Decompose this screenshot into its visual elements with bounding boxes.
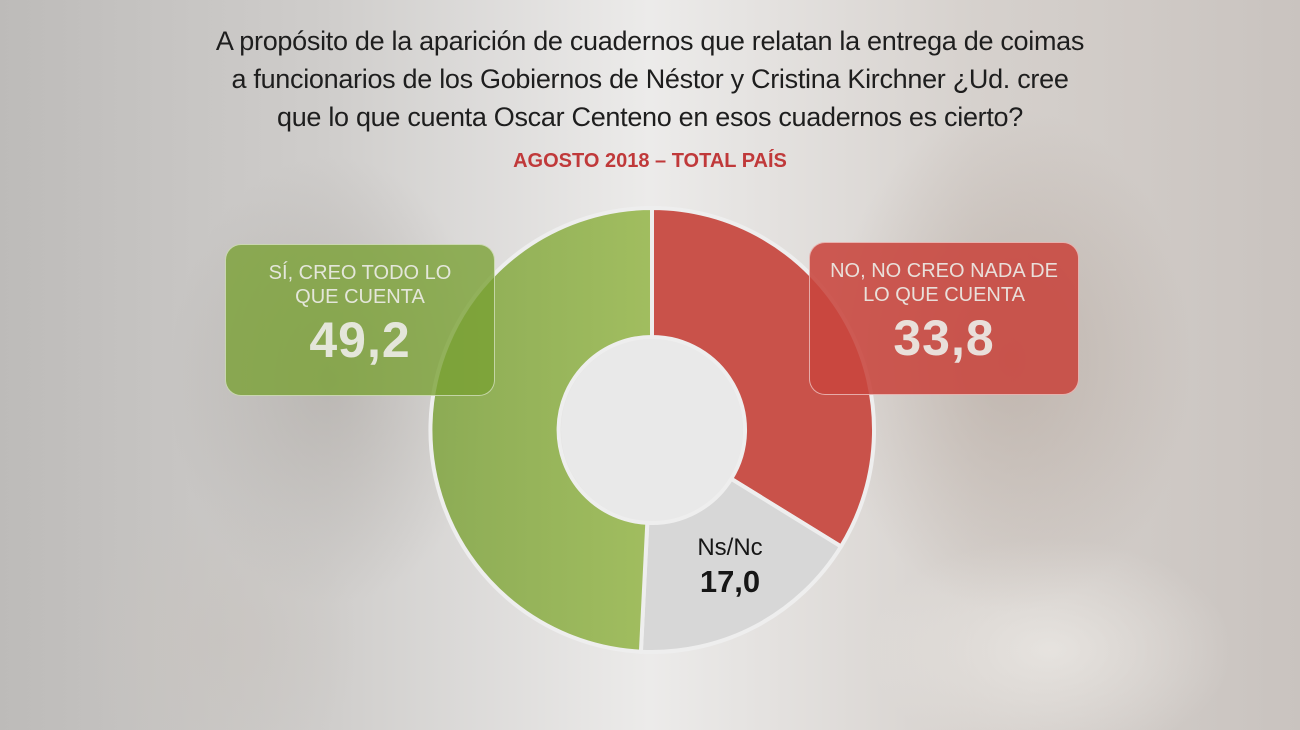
label-nsnc: Ns/Nc 17,0: [670, 533, 790, 601]
chart-title: A propósito de la aparición de cuadernos…: [100, 22, 1200, 136]
nsnc-value: 17,0: [699, 564, 761, 599]
callout-no: NO, NO CREO NADA DE LO QUE CUENTA 33,8: [809, 242, 1079, 395]
question-line-1: A propósito de la aparición de cuadernos…: [215, 26, 1085, 56]
callout-no-label-line2: LO QUE CUENTA: [863, 284, 1025, 306]
callout-no-value: 33,8: [893, 310, 995, 366]
slice-nsnc: [638, 476, 844, 654]
callout-yes: SÍ, CREO TODO LO QUE CUENTA 49,2: [225, 244, 495, 396]
chart-subtitle: AGOSTO 2018 – TOTAL PAÍS: [513, 150, 787, 172]
callout-yes-label-line1: SÍ, CREO TODO LO: [268, 262, 452, 284]
callout-no-label-line1: NO, NO CREO NADA DE: [830, 260, 1058, 282]
nsnc-label: Ns/Nc: [697, 534, 763, 561]
callout-no-label: NO, NO CREO NADA DE LO QUE CUENTA: [810, 243, 1078, 307]
callout-yes-label-line2: QUE CUENTA: [295, 286, 425, 308]
question-line-3: que lo que cuenta Oscar Centeno en esos …: [277, 102, 1023, 132]
question-line-2: a funcionarios de los Gobiernos de Nésto…: [231, 64, 1069, 94]
callout-yes-label: SÍ, CREO TODO LO QUE CUENTA: [226, 245, 494, 309]
donut-hole: [561, 339, 743, 521]
callout-yes-value: 49,2: [309, 312, 411, 368]
